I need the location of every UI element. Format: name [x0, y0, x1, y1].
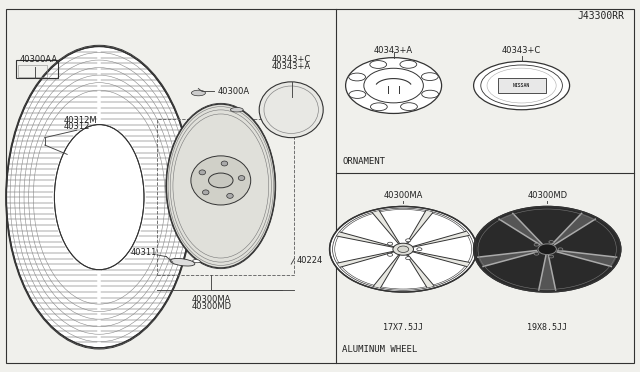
- Text: 40300MD: 40300MD: [191, 302, 231, 311]
- Ellipse shape: [259, 82, 323, 138]
- Ellipse shape: [397, 246, 409, 253]
- Ellipse shape: [388, 253, 393, 256]
- Ellipse shape: [474, 61, 570, 110]
- Ellipse shape: [401, 103, 417, 110]
- Bar: [498, 78, 545, 93]
- Text: 40343+A: 40343+A: [272, 62, 311, 71]
- Ellipse shape: [193, 260, 200, 263]
- Text: 40312M: 40312M: [64, 116, 98, 125]
- Polygon shape: [372, 211, 400, 244]
- Ellipse shape: [534, 252, 539, 255]
- Text: 40300MA: 40300MA: [191, 295, 231, 304]
- Ellipse shape: [166, 104, 275, 268]
- Bar: [157, 119, 294, 275]
- Polygon shape: [374, 255, 400, 288]
- Text: 40300AA: 40300AA: [19, 55, 58, 64]
- Polygon shape: [337, 251, 394, 267]
- Text: 40300A: 40300A: [218, 87, 250, 96]
- Ellipse shape: [349, 73, 365, 81]
- Ellipse shape: [221, 161, 228, 166]
- Ellipse shape: [6, 46, 192, 348]
- Ellipse shape: [422, 90, 438, 98]
- Ellipse shape: [538, 244, 556, 254]
- Text: 40312: 40312: [64, 122, 90, 131]
- Ellipse shape: [364, 68, 424, 103]
- Text: ORNAMENT: ORNAMENT: [342, 157, 385, 166]
- Text: 40343+C: 40343+C: [502, 46, 541, 55]
- Text: J43300RR: J43300RR: [577, 11, 624, 20]
- Ellipse shape: [227, 193, 233, 198]
- Ellipse shape: [388, 242, 393, 245]
- Text: 40343+A: 40343+A: [374, 46, 413, 55]
- Polygon shape: [478, 250, 537, 266]
- Bar: [18, 65, 47, 77]
- Ellipse shape: [191, 156, 251, 205]
- Polygon shape: [539, 256, 556, 290]
- Ellipse shape: [199, 170, 205, 175]
- Text: 40343+C: 40343+C: [272, 55, 311, 64]
- Text: 17X7.5JJ: 17X7.5JJ: [383, 323, 423, 332]
- Text: 19X8.5JJ: 19X8.5JJ: [527, 323, 567, 332]
- Ellipse shape: [230, 108, 243, 112]
- Ellipse shape: [549, 255, 554, 258]
- Ellipse shape: [202, 190, 209, 195]
- Ellipse shape: [371, 103, 387, 111]
- Polygon shape: [557, 250, 616, 266]
- Text: NISSAN: NISSAN: [513, 83, 530, 88]
- Ellipse shape: [474, 206, 621, 292]
- Text: 40300MD: 40300MD: [527, 191, 567, 200]
- Ellipse shape: [558, 248, 563, 251]
- Ellipse shape: [346, 58, 442, 113]
- Text: 40224: 40224: [296, 256, 323, 265]
- Ellipse shape: [330, 206, 477, 292]
- Text: 40311: 40311: [131, 248, 157, 257]
- Polygon shape: [406, 254, 434, 288]
- Ellipse shape: [417, 248, 422, 251]
- Ellipse shape: [370, 61, 387, 68]
- Ellipse shape: [406, 239, 411, 242]
- Ellipse shape: [406, 257, 411, 260]
- Ellipse shape: [349, 91, 366, 99]
- Polygon shape: [406, 211, 433, 244]
- Polygon shape: [499, 214, 542, 244]
- Text: ALUMINUM WHEEL: ALUMINUM WHEEL: [342, 345, 418, 354]
- Ellipse shape: [209, 173, 233, 188]
- Ellipse shape: [170, 259, 195, 266]
- Polygon shape: [552, 214, 595, 244]
- Ellipse shape: [238, 176, 245, 180]
- Ellipse shape: [393, 243, 413, 255]
- Ellipse shape: [421, 73, 438, 80]
- Polygon shape: [413, 251, 469, 266]
- Ellipse shape: [54, 125, 144, 270]
- Ellipse shape: [400, 60, 417, 68]
- Text: 40300MA: 40300MA: [383, 191, 423, 200]
- Bar: [16, 60, 58, 78]
- Ellipse shape: [534, 243, 539, 246]
- Polygon shape: [337, 232, 394, 247]
- Ellipse shape: [549, 241, 554, 243]
- Polygon shape: [412, 231, 469, 247]
- Ellipse shape: [191, 90, 205, 96]
